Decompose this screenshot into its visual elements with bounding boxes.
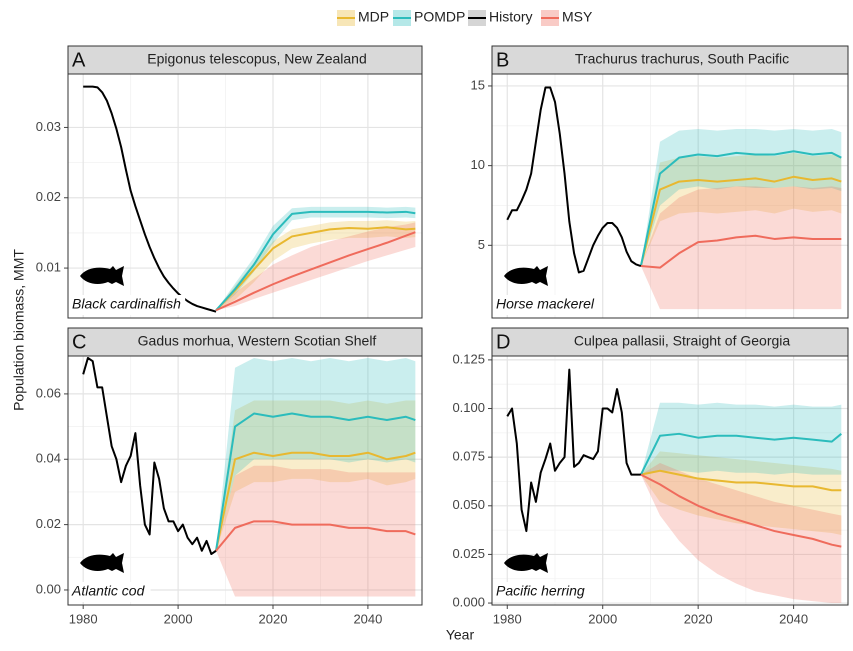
annotation-background xyxy=(70,295,186,315)
series-line xyxy=(215,231,416,312)
panel-strip xyxy=(491,327,849,357)
series-line xyxy=(215,226,416,311)
series-line xyxy=(640,469,842,492)
plot-background xyxy=(68,356,422,605)
y-tick-label: 5 xyxy=(478,237,485,252)
plot-layer xyxy=(82,356,416,597)
series-line xyxy=(215,412,416,551)
x-tick-label: 2040 xyxy=(353,611,382,626)
annotation-background xyxy=(494,295,599,315)
series-line xyxy=(639,432,842,476)
fish-icon xyxy=(504,553,548,573)
legend-label: MSY xyxy=(562,9,593,25)
y-tick-label: 0.125 xyxy=(452,351,485,366)
y-tick-label: 15 xyxy=(471,77,485,92)
confidence-band xyxy=(216,206,416,311)
annotation: Atlantic cod xyxy=(71,583,146,599)
fish-icon xyxy=(80,266,124,286)
legend-label: MDP xyxy=(358,9,389,25)
y-tick-label: 0.03 xyxy=(36,119,61,134)
plot-layer xyxy=(83,85,416,313)
series-line xyxy=(215,210,416,311)
panel-title: Trachurus trachurus, South Pacific xyxy=(575,51,789,67)
x-tick-label: 1980 xyxy=(69,611,98,626)
annotation-background xyxy=(494,582,589,602)
panel-letter: B xyxy=(496,49,509,71)
plot-layer xyxy=(506,368,842,604)
annotation: Black cardinalfish xyxy=(72,296,181,312)
panel-strip xyxy=(67,327,423,357)
series-line xyxy=(215,451,416,551)
panel-title: Culpea pallasii, Straight of Georgia xyxy=(574,333,791,349)
series-line xyxy=(639,150,842,267)
series-line xyxy=(83,85,217,313)
x-axis-label: Year xyxy=(446,627,475,643)
y-tick-label: 0.075 xyxy=(452,449,485,464)
y-axis-label: Population biomass, MMT xyxy=(11,249,27,411)
panel-title: Gadus morhua, Western Scotian Shelf xyxy=(138,333,377,349)
series-line xyxy=(640,234,842,269)
confidence-band xyxy=(640,402,842,475)
series-line xyxy=(506,368,641,533)
plot-layer xyxy=(506,86,842,310)
y-tick-label: 0.00 xyxy=(36,581,61,596)
series-line xyxy=(506,86,642,274)
x-tick-label: 2020 xyxy=(259,611,288,626)
plot-background xyxy=(492,356,848,605)
series-line xyxy=(82,356,217,556)
y-tick-label: 0.000 xyxy=(452,594,485,609)
confidence-band xyxy=(216,465,416,597)
annotation-background xyxy=(70,582,151,602)
panel-strip xyxy=(491,45,849,75)
series-line xyxy=(215,520,416,552)
confidence-band xyxy=(640,451,842,535)
fish-icon xyxy=(80,553,124,573)
panel-strip xyxy=(67,45,423,75)
fish-icon xyxy=(504,266,548,286)
y-tick-label: 0.025 xyxy=(452,546,485,561)
x-tick-label: 2040 xyxy=(779,611,808,626)
confidence-band xyxy=(640,128,842,267)
panel-letter: C xyxy=(72,331,86,353)
confidence-band xyxy=(216,220,416,311)
x-tick-label: 2000 xyxy=(588,611,617,626)
y-tick-label: 0.02 xyxy=(36,516,61,531)
y-tick-label: 0.02 xyxy=(36,189,61,204)
y-tick-label: 0.06 xyxy=(36,385,61,400)
panel-letter: D xyxy=(496,331,510,353)
panel-title: Epigonus telescopus, New Zealand xyxy=(147,51,366,67)
confidence-band xyxy=(216,400,416,551)
annotation: Pacific herring xyxy=(496,583,585,599)
series-line xyxy=(639,175,842,267)
legend-label: POMDP xyxy=(414,9,465,25)
y-tick-label: 0.050 xyxy=(452,497,485,512)
y-tick-label: 0.04 xyxy=(36,451,61,466)
legend-label: History xyxy=(489,9,533,25)
confidence-band xyxy=(640,462,842,604)
y-tick-label: 0.100 xyxy=(452,400,485,415)
y-tick-label: 0.01 xyxy=(36,260,61,275)
annotation: Horse mackerel xyxy=(496,296,595,312)
plot-background xyxy=(492,74,848,318)
y-tick-label: 10 xyxy=(471,157,485,172)
x-tick-label: 1980 xyxy=(493,611,522,626)
x-tick-label: 2000 xyxy=(164,611,193,626)
confidence-band xyxy=(640,186,842,310)
panel-letter: A xyxy=(72,49,86,71)
series-line xyxy=(640,473,842,548)
x-tick-label: 2020 xyxy=(684,611,713,626)
